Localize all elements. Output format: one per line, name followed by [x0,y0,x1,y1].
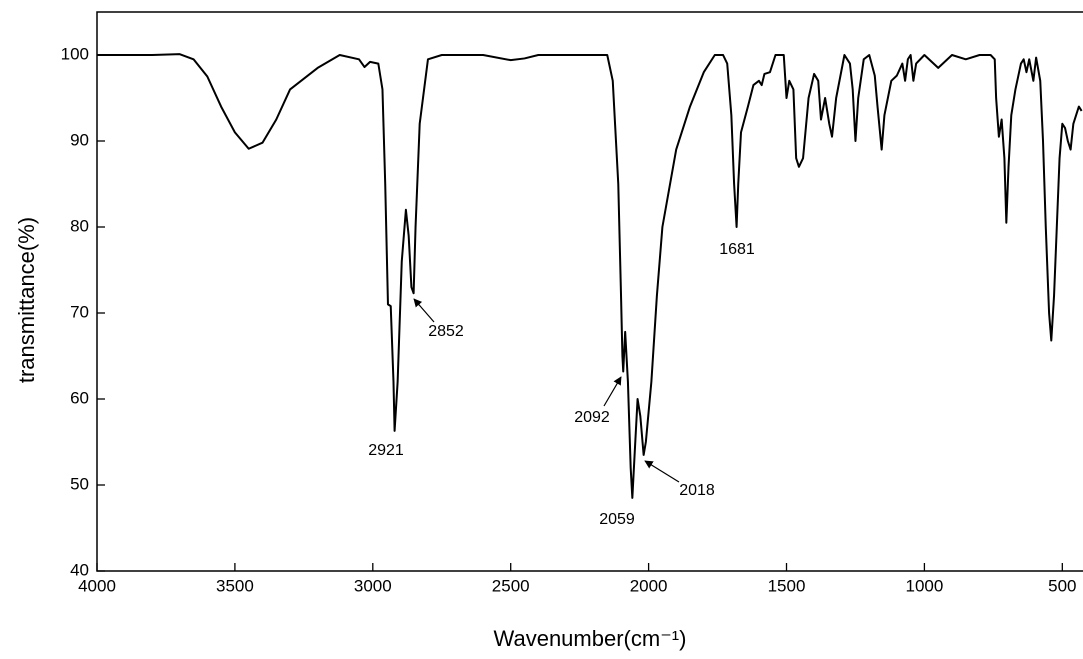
x-tick-label: 1500 [768,576,806,595]
y-tick-label: 80 [70,216,89,235]
arrow [413,298,435,323]
peak-annotation: 2921 [368,442,404,459]
x-tick-label: 3500 [216,576,254,595]
spectrum-line [97,53,1083,499]
y-tick-label: 100 [61,44,89,63]
y-tick-label: 60 [70,388,89,407]
x-axis-label: Wavenumber(cm⁻¹) [494,626,687,651]
peak-annotation: 2018 [679,482,715,499]
peak-annotation: 2852 [428,323,464,340]
plot-frame [96,11,1083,572]
arrows [413,298,680,483]
y-tick-label: 50 [70,474,89,493]
x-tick-label: 4000 [78,576,116,595]
y-tick-label: 40 [70,560,89,579]
peak-annotation: 2092 [574,409,610,426]
x-tick-label: 500 [1048,576,1076,595]
x-tick-label: 2500 [492,576,530,595]
x-tick-label: 3000 [354,576,392,595]
y-axis-label: transmittance(%) [14,217,39,383]
y-tick-label: 70 [70,302,89,321]
peak-annotation: 1681 [719,241,755,258]
x-tick-label: 2000 [630,576,668,595]
arrow [603,376,622,407]
x-tick-label: 1000 [905,576,943,595]
y-tick-label: 90 [70,130,89,149]
arrow [644,460,680,483]
peak-annotation: 2059 [599,511,635,528]
